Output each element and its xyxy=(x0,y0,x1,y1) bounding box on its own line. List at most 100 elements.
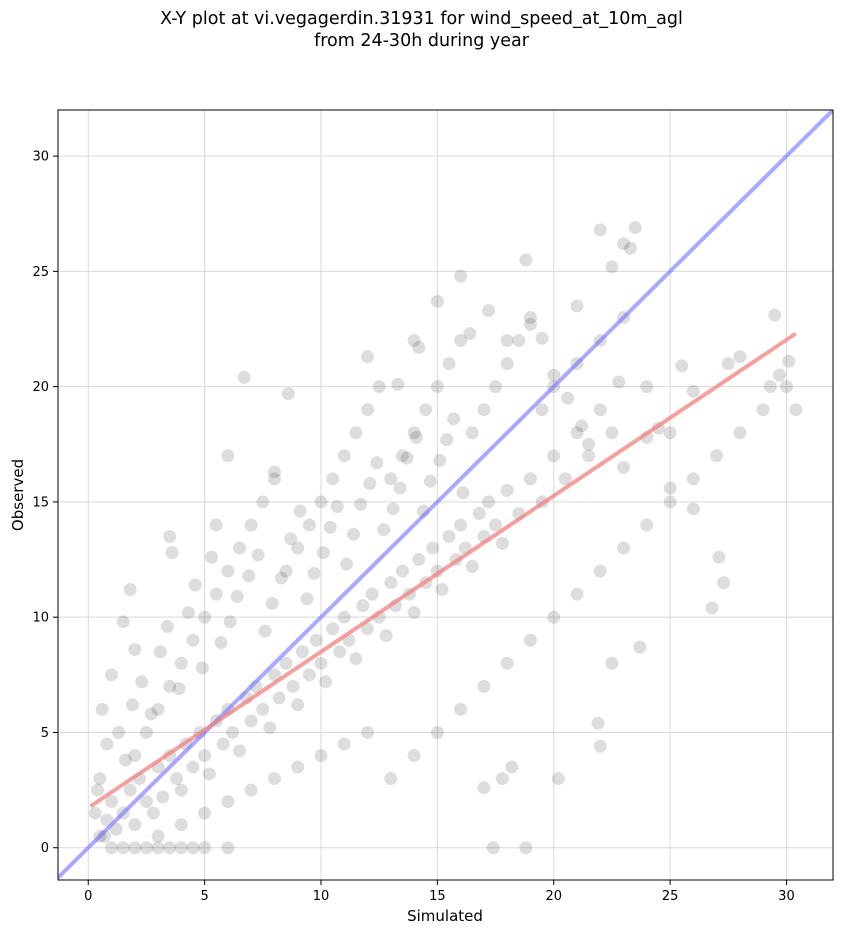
scatter-point xyxy=(605,260,619,274)
scatter-point xyxy=(433,453,447,467)
scatter-point xyxy=(347,527,361,541)
scatter-point xyxy=(279,656,293,670)
scatter-point xyxy=(558,472,572,486)
scatter-point xyxy=(272,691,286,705)
scatter-point xyxy=(617,237,631,251)
scatter-point xyxy=(314,495,328,509)
scatter-point xyxy=(221,449,235,463)
scatter-point xyxy=(125,698,139,712)
scatter-point xyxy=(100,737,114,751)
scatter-point xyxy=(593,564,607,578)
scatter-point xyxy=(519,841,533,855)
scatter-point xyxy=(198,749,212,763)
scatter-point xyxy=(123,783,137,797)
scatter-point xyxy=(300,592,314,606)
scatter-point xyxy=(163,529,177,543)
scatter-point xyxy=(170,772,184,786)
scatter-point xyxy=(463,327,477,341)
scatter-point xyxy=(105,795,119,809)
scatter-point xyxy=(237,370,251,384)
scatter-point xyxy=(624,241,638,255)
plot-frame xyxy=(57,109,834,881)
scatter-point xyxy=(279,564,293,578)
scatter-point xyxy=(221,564,235,578)
scatter-point xyxy=(384,772,398,786)
scatter-point xyxy=(686,472,700,486)
scatter-point xyxy=(733,426,747,440)
scatter-point xyxy=(686,502,700,516)
scatter-point xyxy=(195,661,209,675)
scatter-point xyxy=(340,557,354,571)
regression-line xyxy=(89,331,797,808)
scatter-point xyxy=(209,587,223,601)
scatter-point xyxy=(226,725,240,739)
scatter-point xyxy=(370,456,384,470)
scatter-point xyxy=(535,331,549,345)
scatter-point xyxy=(295,645,309,659)
scatter-point xyxy=(407,426,421,440)
scatter-point xyxy=(186,841,200,855)
scatter-point xyxy=(535,403,549,417)
scatter-point xyxy=(291,760,305,774)
scatter-point xyxy=(407,334,421,348)
scatter-point xyxy=(523,472,537,486)
scatter-point xyxy=(323,520,337,534)
scatter-point xyxy=(198,841,212,855)
scatter-point xyxy=(496,772,510,786)
scatter-point xyxy=(570,426,584,440)
scatter-point xyxy=(593,223,607,237)
x-tick-label: 15 xyxy=(429,889,446,904)
scatter-point xyxy=(519,253,533,267)
scatter-point xyxy=(384,472,398,486)
scatter-point xyxy=(333,645,347,659)
scatter-point xyxy=(472,506,486,520)
scatter-point xyxy=(242,569,256,583)
x-tick-label: 10 xyxy=(313,889,330,904)
scatter-point xyxy=(337,449,351,463)
scatter-point xyxy=(233,744,247,758)
scatter-point xyxy=(314,656,328,670)
y-tick-label: 20 xyxy=(32,380,49,395)
scatter-point xyxy=(430,294,444,308)
scatter-point xyxy=(314,749,328,763)
scatter-point xyxy=(156,790,170,804)
scatter-point xyxy=(391,377,405,391)
scatter-point xyxy=(768,308,782,322)
scatter-point xyxy=(430,380,444,394)
scatter-point xyxy=(570,299,584,313)
scatter-point xyxy=(302,518,316,532)
scatter-point xyxy=(216,737,230,751)
scatter-point xyxy=(407,606,421,620)
scatter-point xyxy=(274,571,288,585)
scatter-point xyxy=(486,841,500,855)
scatter-point xyxy=(135,675,149,689)
scatter-point xyxy=(163,679,177,693)
scatter-point xyxy=(316,546,330,560)
scatter-point xyxy=(500,357,514,371)
y-tick-label: 25 xyxy=(32,265,49,280)
scatter-point xyxy=(395,449,409,463)
scatter-point xyxy=(547,368,561,382)
scatter-point xyxy=(146,806,160,820)
chart-title-line2: from 24-30h during year xyxy=(314,31,529,51)
scatter-point xyxy=(105,841,119,855)
scatter-point xyxy=(500,656,514,670)
scatter-point xyxy=(144,707,158,721)
scatter-point xyxy=(593,403,607,417)
scatter-point xyxy=(112,725,126,739)
scatter-point xyxy=(663,426,677,440)
scatter-point xyxy=(477,781,491,795)
scatter-point xyxy=(93,772,107,786)
scatter-point xyxy=(512,334,526,348)
scatter-point xyxy=(267,772,281,786)
scatter-point xyxy=(617,460,631,474)
scatter-point xyxy=(263,721,277,735)
grid-layer xyxy=(58,110,833,880)
scatter-point xyxy=(319,675,333,689)
scatter-point xyxy=(128,841,142,855)
scatter-point xyxy=(139,795,153,809)
scatter-point xyxy=(214,636,228,650)
scatter-point xyxy=(116,615,130,629)
scatter-point xyxy=(326,622,340,636)
